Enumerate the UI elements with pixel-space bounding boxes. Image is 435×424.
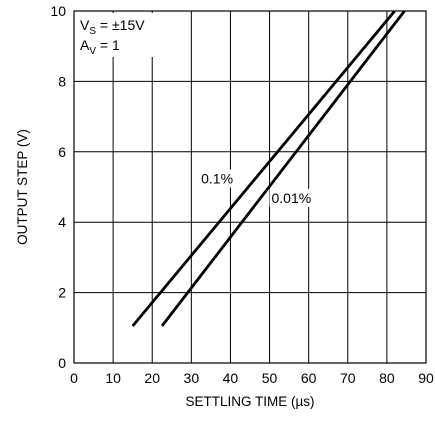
series-label-0.01pct: 0.01% [272,190,312,206]
x-tick-label: 30 [184,370,200,386]
series-label-bg-0.01pct [269,188,314,207]
series-line-0.1pct [131,10,396,327]
y-tick-label: 0 [58,355,66,371]
gain-annotation: AV = 1 [80,37,120,57]
x-tick-label: 50 [262,370,278,386]
y-tick-label: 2 [58,285,66,301]
series-label-0.1pct: 0.1% [201,170,233,186]
y-tick-label: 6 [58,144,66,160]
supply-voltage-annotation: VS = ±15V [80,17,145,37]
series-line-0.01pct [160,10,406,327]
series-label-bg-0.1pct [199,169,236,188]
x-axis-label: SETTLING TIME (µs) [185,394,314,409]
plot-frame [73,10,427,364]
conditions-box [76,13,160,57]
y-tick-label: 10 [50,3,66,19]
y-tick-label: 4 [58,214,66,230]
x-tick-label: 10 [105,370,121,386]
series-lines [131,10,406,327]
x-tick-label: 40 [223,370,239,386]
y-tick-label: 8 [58,73,66,89]
x-tick-label: 0 [70,370,78,386]
x-tick-label: 60 [301,370,317,386]
x-tick-label: 70 [340,370,356,386]
tick-labels: 0 10 20 30 40 50 60 70 80 90 0 2 4 6 8 10 [50,3,434,386]
x-tick-label: 90 [418,370,434,386]
y-axis-label: OUTPUT STEP (V) [15,129,30,245]
x-tick-label: 20 [144,370,160,386]
x-tick-label: 80 [379,370,395,386]
